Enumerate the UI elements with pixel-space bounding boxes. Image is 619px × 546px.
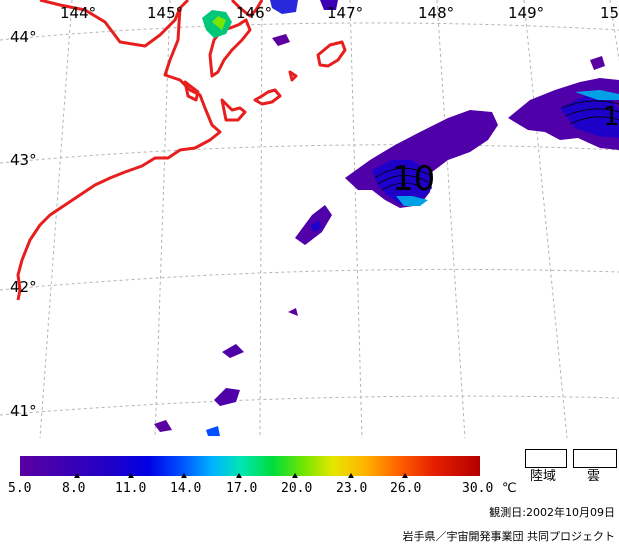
sst-patches — [154, 0, 619, 436]
latitude-label-44: 44° — [10, 28, 37, 46]
sst-patch-lime — [212, 16, 226, 30]
sst-patch-sw-3 — [222, 344, 244, 358]
colorbar-tick — [236, 473, 242, 478]
colorbar-label-11: 11.0 — [115, 481, 147, 496]
longitude-label-148: 148° — [418, 4, 455, 22]
coast-nemuro-kushiro — [16, 7, 222, 301]
island-etorofu — [230, 0, 264, 18]
latitude-label-42: 42° — [10, 278, 37, 296]
sst-patch-east-core — [560, 96, 619, 138]
parallel-44 — [0, 22, 619, 41]
island-small-3 — [288, 70, 298, 82]
longitude-label-147: 147° — [327, 4, 364, 22]
colorbar-tick — [74, 473, 80, 478]
colorbar-tick — [181, 473, 187, 478]
contour-label-right: 1 — [603, 102, 619, 132]
meridian-149 — [523, 0, 568, 438]
credit-text: 岩手県／宇宙開発事業団 共同プロジェクト — [402, 530, 616, 543]
parallel-42 — [0, 268, 619, 291]
sst-patch-warm — [396, 196, 428, 206]
sst-patch-east-small — [590, 56, 605, 70]
isotherm-1 — [374, 167, 431, 179]
meridian-144 — [39, 0, 73, 438]
colorbar-unit: ℃ — [502, 481, 517, 496]
colorbar-tick — [292, 473, 298, 478]
meridian-145 — [154, 0, 171, 438]
coast-shiretoko — [39, 0, 190, 48]
colorbar-tick — [402, 473, 408, 478]
sst-patch-east-warm — [575, 90, 619, 100]
latitude-label-41: 41° — [10, 402, 37, 420]
graticule — [0, 0, 619, 438]
contour-label: 10 — [392, 159, 436, 199]
isotherm-5 — [565, 108, 619, 117]
colorbar-tick — [128, 473, 134, 478]
cloud-label: 雲 — [587, 469, 601, 484]
coastline — [16, 0, 347, 301]
colorbar-label-14: 14.0 — [170, 481, 202, 496]
temperature-colorbar — [20, 456, 480, 476]
island-small-2 — [316, 40, 347, 68]
latitude-label-43: 43° — [10, 151, 37, 169]
isotherm-2 — [377, 175, 429, 185]
colorbar-label-17: 17.0 — [226, 481, 258, 496]
meridian-147 — [349, 0, 363, 438]
colorbar-label-26: 26.0 — [390, 481, 422, 496]
island-small-1 — [253, 88, 282, 106]
colorbar-label-8: 8.0 — [62, 481, 86, 496]
observation-date: 観測日:2002年10月09日 — [489, 506, 615, 519]
map-area: 44° 43° 42° 41° 144° 145° 146° 147° 148°… — [0, 0, 619, 438]
isotherm-3 — [381, 182, 427, 191]
sst-patch-sw-2 — [288, 308, 298, 316]
longitude-label-145: 145° — [147, 4, 184, 22]
cloud-swatch — [573, 449, 617, 468]
isotherm-6 — [569, 116, 619, 125]
isotherm-4 — [561, 100, 619, 109]
longitude-label-150: 15 — [600, 4, 619, 22]
colorbar-label-30: 30.0 — [462, 481, 494, 496]
sst-patch-sw-1-core — [310, 220, 322, 232]
parallel-41 — [0, 395, 619, 416]
isotherms — [374, 100, 619, 191]
sst-patch-sw-5 — [154, 420, 172, 432]
sst-patch-sw-6 — [206, 426, 220, 436]
meridian-148 — [436, 0, 466, 438]
land-swatch — [525, 449, 567, 468]
sst-patch-top-2 — [320, 0, 338, 10]
parallel-43 — [0, 144, 619, 164]
colorbar-label-20: 20.0 — [281, 481, 313, 496]
longitude-label-146: 146° — [236, 4, 273, 22]
colorbar-tick — [348, 473, 354, 478]
sst-patch-small — [272, 34, 290, 46]
island-shikotan — [220, 98, 247, 122]
sst-patch-sw-4 — [214, 388, 240, 406]
colorbar-label-5: 5.0 — [8, 481, 32, 496]
island-kunashiri-tip — [183, 80, 200, 102]
longitude-label-144: 144° — [60, 4, 97, 22]
meridian-146 — [259, 0, 263, 438]
meridian-150 — [609, 0, 619, 61]
map-canvas — [0, 0, 619, 438]
land-label: 陸域 — [530, 469, 557, 484]
colorbar-label-23: 23.0 — [336, 481, 368, 496]
longitude-label-149: 149° — [508, 4, 545, 22]
sst-patch-top — [270, 0, 298, 14]
